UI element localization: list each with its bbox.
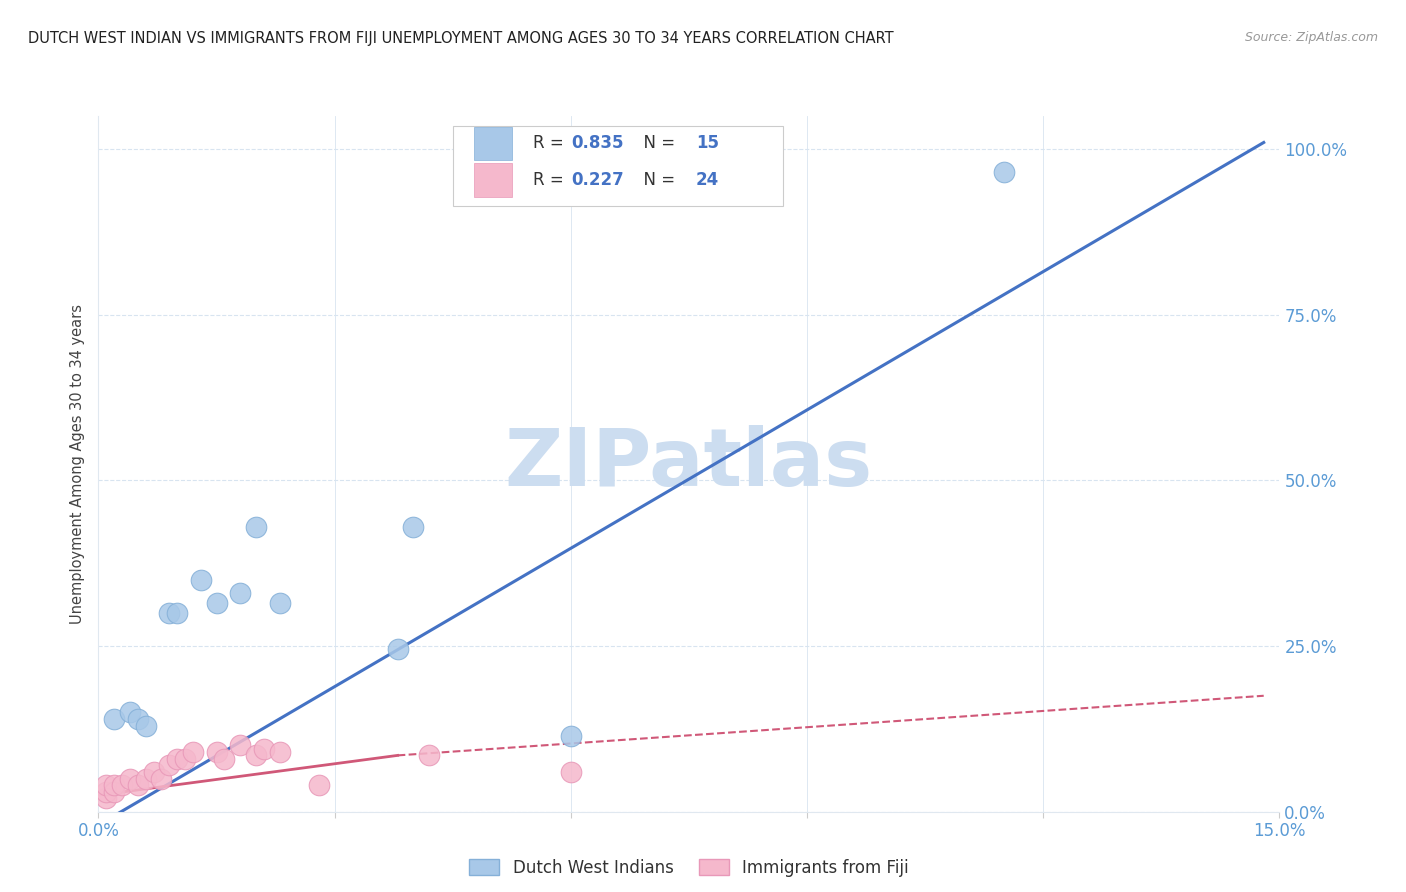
FancyBboxPatch shape	[474, 163, 512, 197]
Legend: Dutch West Indians, Immigrants from Fiji: Dutch West Indians, Immigrants from Fiji	[463, 852, 915, 883]
Text: 24: 24	[696, 171, 720, 189]
Point	[150, 772, 173, 786]
Point	[135, 718, 157, 732]
Text: 0.835: 0.835	[571, 135, 623, 153]
Point	[118, 706, 141, 720]
Text: R =: R =	[533, 135, 569, 153]
Point	[214, 752, 236, 766]
Point	[205, 745, 228, 759]
Point	[190, 573, 212, 587]
Point	[560, 764, 582, 779]
Point	[245, 520, 267, 534]
Point	[269, 745, 291, 759]
Text: Source: ZipAtlas.com: Source: ZipAtlas.com	[1244, 31, 1378, 45]
Text: R =: R =	[533, 171, 569, 189]
Point	[111, 778, 134, 792]
Point	[418, 748, 440, 763]
FancyBboxPatch shape	[474, 127, 512, 160]
FancyBboxPatch shape	[453, 127, 783, 206]
Point	[269, 596, 291, 610]
Point	[103, 785, 125, 799]
Point	[118, 772, 141, 786]
Point	[96, 791, 118, 805]
Point	[308, 778, 330, 792]
Point	[103, 712, 125, 726]
Text: N =: N =	[634, 171, 681, 189]
Y-axis label: Unemployment Among Ages 30 to 34 years: Unemployment Among Ages 30 to 34 years	[70, 304, 86, 624]
Point	[127, 712, 149, 726]
Point	[181, 745, 204, 759]
Text: ZIPatlas: ZIPatlas	[505, 425, 873, 503]
Point	[993, 165, 1015, 179]
Point	[229, 586, 252, 600]
Point	[174, 752, 197, 766]
Point	[142, 764, 165, 779]
Point	[205, 596, 228, 610]
Point	[135, 772, 157, 786]
Point	[96, 785, 118, 799]
Point	[253, 741, 276, 756]
Point	[103, 778, 125, 792]
Text: 0.227: 0.227	[571, 171, 624, 189]
Point	[387, 642, 409, 657]
Point	[157, 606, 180, 620]
Point	[127, 778, 149, 792]
Point	[402, 520, 425, 534]
Text: N =: N =	[634, 135, 681, 153]
Point	[229, 739, 252, 753]
Point	[166, 606, 188, 620]
Text: 15: 15	[696, 135, 718, 153]
Point	[157, 758, 180, 772]
Point	[96, 778, 118, 792]
Text: DUTCH WEST INDIAN VS IMMIGRANTS FROM FIJI UNEMPLOYMENT AMONG AGES 30 TO 34 YEARS: DUTCH WEST INDIAN VS IMMIGRANTS FROM FIJ…	[28, 31, 894, 46]
Point	[560, 729, 582, 743]
Point	[166, 752, 188, 766]
Point	[245, 748, 267, 763]
